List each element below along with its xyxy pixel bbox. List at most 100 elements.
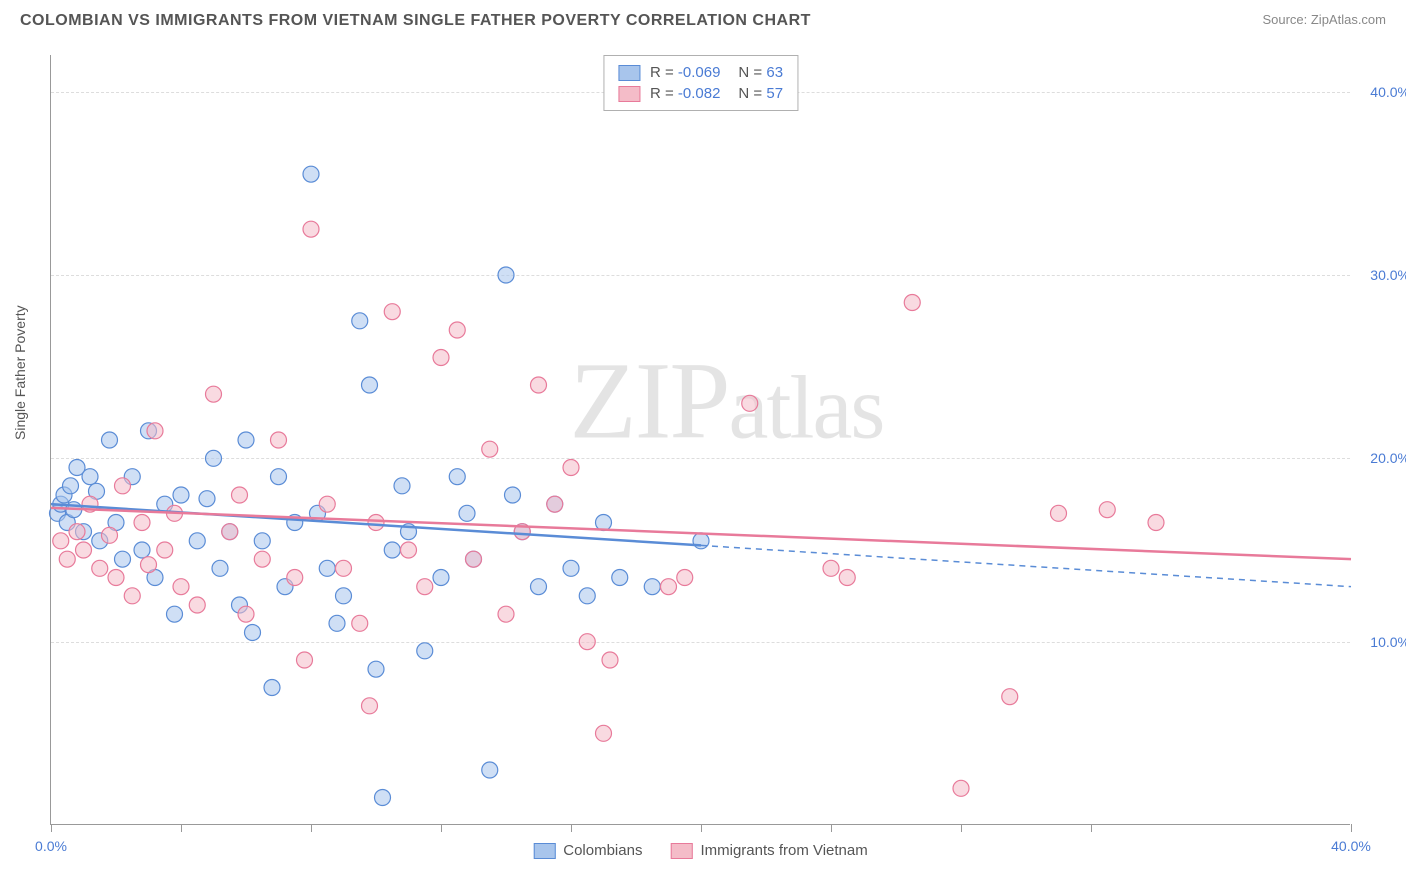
stats-legend-box: R = -0.069 N = 63 R = -0.082 N = 57 [603, 55, 798, 111]
data-point [401, 542, 417, 558]
data-point [612, 570, 628, 586]
data-point [433, 570, 449, 586]
data-point [823, 560, 839, 576]
data-point [157, 542, 173, 558]
data-point [271, 432, 287, 448]
data-point [264, 680, 280, 696]
n-value-1: 57 [766, 85, 783, 102]
data-point [459, 505, 475, 521]
r-label-0: R = -0.069 [650, 64, 720, 81]
data-point [232, 487, 248, 503]
chart-title: COLOMBIAN VS IMMIGRANTS FROM VIETNAM SIN… [20, 12, 811, 30]
data-point [63, 478, 79, 494]
data-point [173, 579, 189, 595]
data-point [498, 606, 514, 622]
data-point [254, 551, 270, 567]
x-tick [1091, 824, 1092, 832]
data-point [531, 579, 547, 595]
data-point [352, 615, 368, 631]
data-point [238, 606, 254, 622]
x-tick [181, 824, 182, 832]
data-point [238, 432, 254, 448]
data-point [661, 579, 677, 595]
y-tick-label: 40.0% [1370, 84, 1406, 100]
data-point [329, 615, 345, 631]
x-tick [701, 824, 702, 832]
data-point [212, 560, 228, 576]
x-tick [51, 824, 52, 832]
data-point [102, 527, 118, 543]
data-point [449, 469, 465, 485]
data-point [336, 588, 352, 604]
header: COLOMBIAN VS IMMIGRANTS FROM VIETNAM SIN… [0, 0, 1406, 38]
swatch-vietnam [618, 86, 640, 102]
x-tick [1351, 824, 1352, 832]
data-point [563, 460, 579, 476]
data-point [254, 533, 270, 549]
data-point [336, 560, 352, 576]
legend-swatch-colombians [533, 843, 555, 859]
x-tick [961, 824, 962, 832]
data-point [1002, 689, 1018, 705]
data-point [141, 557, 157, 573]
data-point [189, 533, 205, 549]
data-point [134, 542, 150, 558]
r-label-1: R = -0.082 [650, 85, 720, 102]
data-point [82, 469, 98, 485]
data-point [102, 432, 118, 448]
data-point [596, 515, 612, 531]
data-point [303, 166, 319, 182]
data-point [677, 570, 693, 586]
data-point [596, 725, 612, 741]
data-point [449, 322, 465, 338]
data-point [505, 487, 521, 503]
scatter-svg [51, 55, 1350, 824]
x-tick [441, 824, 442, 832]
data-point [644, 579, 660, 595]
data-point [352, 313, 368, 329]
data-point [466, 551, 482, 567]
data-point [206, 386, 222, 402]
x-tick [571, 824, 572, 832]
source-name: ZipAtlas.com [1311, 12, 1386, 27]
data-point [742, 395, 758, 411]
data-point [417, 643, 433, 659]
data-point [115, 551, 131, 567]
data-point [417, 579, 433, 595]
legend-swatch-vietnam [670, 843, 692, 859]
data-point [319, 560, 335, 576]
data-point [579, 588, 595, 604]
y-tick-label: 30.0% [1370, 267, 1406, 283]
data-point [904, 295, 920, 311]
x-tick [831, 824, 832, 832]
x-tick-label: 40.0% [1331, 838, 1371, 854]
data-point [189, 597, 205, 613]
data-point [147, 423, 163, 439]
data-point [482, 441, 498, 457]
data-point [124, 588, 140, 604]
data-point [1051, 505, 1067, 521]
n-value-0: 63 [766, 64, 783, 81]
x-tick-label: 0.0% [35, 838, 67, 854]
data-point [602, 652, 618, 668]
data-point [108, 570, 124, 586]
data-point [384, 304, 400, 320]
trend-line-dashed [701, 545, 1351, 586]
bottom-legend: Colombians Immigrants from Vietnam [533, 842, 868, 859]
x-tick [311, 824, 312, 832]
n-label-0: N = 63 [738, 64, 783, 81]
data-point [1148, 515, 1164, 531]
data-point [173, 487, 189, 503]
data-point [297, 652, 313, 668]
data-point [362, 698, 378, 714]
y-tick-label: 20.0% [1370, 450, 1406, 466]
data-point [368, 515, 384, 531]
data-point [563, 560, 579, 576]
data-point [206, 450, 222, 466]
y-tick-label: 10.0% [1370, 634, 1406, 650]
data-point [134, 515, 150, 531]
data-point [271, 469, 287, 485]
data-point [394, 478, 410, 494]
data-point [531, 377, 547, 393]
data-point [59, 551, 75, 567]
